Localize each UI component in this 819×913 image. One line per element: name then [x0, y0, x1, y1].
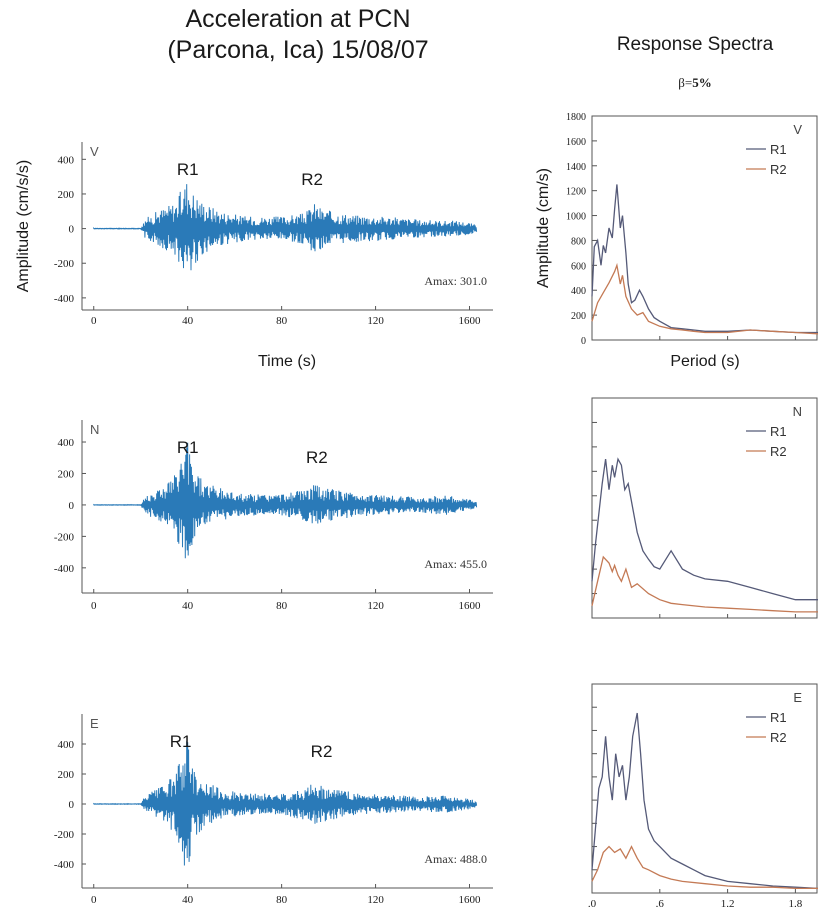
- legend-label-r1: R1: [770, 424, 787, 439]
- x-tick-label: 40: [182, 315, 194, 327]
- y-tick-label: 400: [571, 286, 586, 297]
- seismogram-trace: [93, 184, 478, 271]
- y-tick-label: 600: [571, 261, 586, 272]
- y-tick-label: 200: [58, 769, 75, 781]
- legend-label-r1: R1: [770, 710, 787, 725]
- spectrum-series-r1: [591, 457, 818, 601]
- x-tick-label: .0: [588, 898, 597, 910]
- x-tick-label: 40: [182, 894, 194, 906]
- accel-x-axis-title: Time (s): [258, 353, 316, 370]
- spectrum-series-r2: [591, 555, 818, 613]
- y-tick-label: 200: [58, 468, 75, 480]
- damping-label: β=5%: [640, 75, 750, 91]
- y-tick-label: -200: [54, 829, 75, 841]
- y-tick-label: 400: [58, 154, 75, 166]
- legend-label-r2: R2: [770, 730, 787, 745]
- legend-label-r1: R1: [770, 142, 787, 157]
- component-label: E: [793, 690, 802, 705]
- spectrum-series-r2: [591, 262, 819, 335]
- amax-label: Amax: 301.0: [424, 274, 487, 288]
- y-tick-label: 0: [69, 799, 75, 811]
- y-tick-label: 0: [69, 224, 75, 236]
- x-tick-label: 0: [91, 315, 97, 327]
- main-title: Acceleration at PCN (Parcona, Ica) 15/08…: [118, 4, 478, 66]
- x-tick-label: 120: [367, 315, 384, 327]
- x-tick-label: 1.8: [789, 898, 803, 910]
- component-label: V: [793, 122, 802, 137]
- spectrum-y-axis-title: Amplitude (cm/s): [535, 168, 552, 288]
- spectrum-frame: [591, 115, 818, 341]
- amax-label: Amax: 488.0: [424, 852, 487, 866]
- y-tick-label: -200: [54, 531, 75, 543]
- accel-y-axis-title: Amplitude (cm/s/s): [15, 160, 32, 292]
- spectrum-frame: [591, 397, 818, 619]
- y-tick-label: -400: [54, 859, 75, 871]
- x-tick-label: 1.2: [721, 898, 735, 910]
- y-tick-label: 800: [571, 236, 586, 247]
- spectra-title: Response Spectra: [616, 34, 774, 55]
- x-tick-label: 80: [276, 894, 288, 906]
- phase-label: R1: [177, 438, 199, 457]
- x-tick-label: 1600: [459, 315, 482, 327]
- legend-label-r2: R2: [770, 444, 787, 459]
- x-tick-label: 120: [367, 600, 384, 612]
- x-tick-label: .6: [656, 898, 665, 910]
- phase-label: R2: [301, 170, 323, 189]
- spectrum-series-r1: [591, 712, 819, 890]
- component-label: N: [90, 422, 99, 437]
- main-title-line2: (Parcona, Ica) 15/08/07: [167, 36, 429, 64]
- component-label: V: [90, 144, 99, 159]
- x-tick-label: 80: [276, 315, 288, 327]
- amax-label: Amax: 455.0: [424, 557, 487, 571]
- seismogram-trace: [93, 442, 478, 559]
- y-tick-label: -200: [54, 258, 75, 270]
- y-tick-label: 1000: [566, 212, 586, 223]
- component-label: N: [793, 404, 802, 419]
- x-tick-label: 1600: [459, 600, 482, 612]
- phase-label: R1: [177, 160, 199, 179]
- spectrum-x-axis-title: Period (s): [670, 353, 739, 370]
- beta-value: 5%: [692, 75, 712, 90]
- y-tick-label: -400: [54, 563, 75, 575]
- y-tick-label: 200: [571, 311, 586, 322]
- y-tick-label: 1800: [566, 112, 586, 123]
- legend-label-r2: R2: [770, 162, 787, 177]
- y-tick-label: -400: [54, 293, 75, 305]
- phase-label: R2: [311, 742, 333, 761]
- x-tick-label: 120: [367, 894, 384, 906]
- spectrum-series-r1: [591, 184, 818, 334]
- y-tick-label: 0: [581, 336, 586, 347]
- y-tick-label: 0: [69, 500, 75, 512]
- x-tick-label: 1600: [459, 894, 482, 906]
- y-tick-label: 1400: [566, 162, 586, 173]
- x-tick-label: 40: [182, 600, 194, 612]
- phase-label: R2: [306, 448, 328, 467]
- y-tick-label: 400: [58, 739, 75, 751]
- phase-label: R1: [170, 732, 192, 751]
- y-tick-label: 400: [58, 437, 75, 449]
- x-tick-label: 80: [276, 600, 288, 612]
- y-tick-label: 200: [58, 189, 75, 201]
- y-tick-label: 1600: [566, 137, 586, 148]
- y-tick-label: 1200: [566, 187, 586, 198]
- spectrum-frame: [591, 683, 818, 894]
- seismogram-trace: [93, 741, 478, 866]
- spectrum-series-r2: [591, 845, 818, 890]
- beta-symbol: β=: [678, 75, 693, 90]
- main-title-line1: Acceleration at PCN: [185, 5, 411, 33]
- component-label: E: [90, 716, 99, 731]
- x-tick-label: 0: [91, 600, 97, 612]
- x-tick-label: 0: [91, 894, 97, 906]
